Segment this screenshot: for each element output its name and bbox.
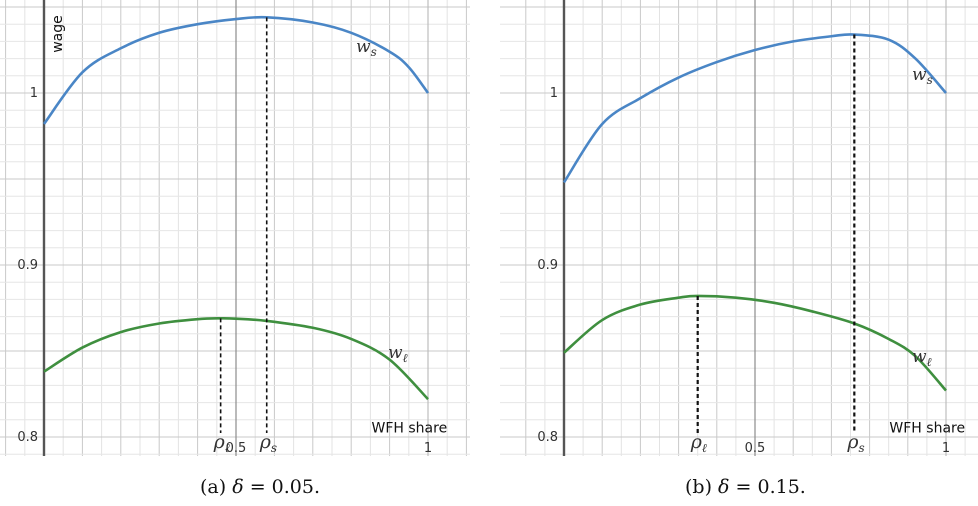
chart-a-svg: 1 0.9 0.8 0.5 1 wage WFH share ws wℓ ρℓ ρs <box>0 0 470 456</box>
caption-a-label: (a) <box>200 476 227 498</box>
chart-panel-a: 1 0.9 0.8 0.5 1 wage WFH share ws wℓ ρℓ ρs <box>0 0 470 470</box>
chart-a-series-label-ws: ws <box>356 37 377 59</box>
chart-a-series-wl-line <box>43 316 429 401</box>
chart-a-xtick-label: 0.5 <box>226 441 247 456</box>
chart-a-series-label-wl: wℓ <box>388 343 408 365</box>
chart-panel-b: 1 0.9 0.8 0.5 1 WFH share ws wℓ ρℓ ρs <box>500 0 978 470</box>
caption-a-value: = 0.05. <box>249 476 321 498</box>
chart-a-marker-label-rho-l: ρℓ <box>213 431 230 455</box>
chart-a-ytick-label: 1 <box>30 86 38 101</box>
chart-a-ylabel: wage <box>50 15 66 53</box>
chart-b-ytick-label: 0.8 <box>537 430 558 445</box>
chart-a-ytick-label: 0.9 <box>17 258 38 273</box>
caption-b-value: = 0.15. <box>735 476 806 498</box>
chart-b-svg: 1 0.9 0.8 0.5 1 WFH share ws wℓ ρℓ ρs <box>500 0 978 456</box>
chart-b-xtick-label: 1 <box>942 441 950 456</box>
caption-b: (b) δ = 0.15. <box>685 476 806 498</box>
caption-a: (a) δ = 0.05. <box>200 476 320 498</box>
caption-a-symbol: δ <box>232 476 244 498</box>
chart-b-series-wl-line <box>563 294 947 392</box>
chart-b-series-label-wl: wℓ <box>912 347 932 369</box>
chart-b-xtick-label: 0.5 <box>745 441 766 456</box>
chart-b-xlabel: WFH share <box>889 420 965 436</box>
caption-b-symbol: δ <box>718 476 730 498</box>
chart-b-series-ws-line <box>562 33 947 184</box>
chart-b-marker-label-rho-l: ρℓ <box>690 431 707 455</box>
chart-a-marker-label-rho-s: ρs <box>259 431 277 455</box>
chart-a-xlabel: WFH share <box>372 420 448 436</box>
chart-a-series-ws-line <box>42 15 430 125</box>
chart-b-series-label-ws: ws <box>912 65 933 87</box>
chart-a-xtick-label: 1 <box>424 441 432 456</box>
chart-b-ytick-label: 1 <box>550 86 558 101</box>
chart-b-ytick-label: 0.9 <box>537 258 558 273</box>
chart-b-marker-label-rho-s: ρs <box>846 431 864 455</box>
chart-a-ytick-label: 0.8 <box>17 430 38 445</box>
caption-b-label: (b) <box>685 476 712 498</box>
